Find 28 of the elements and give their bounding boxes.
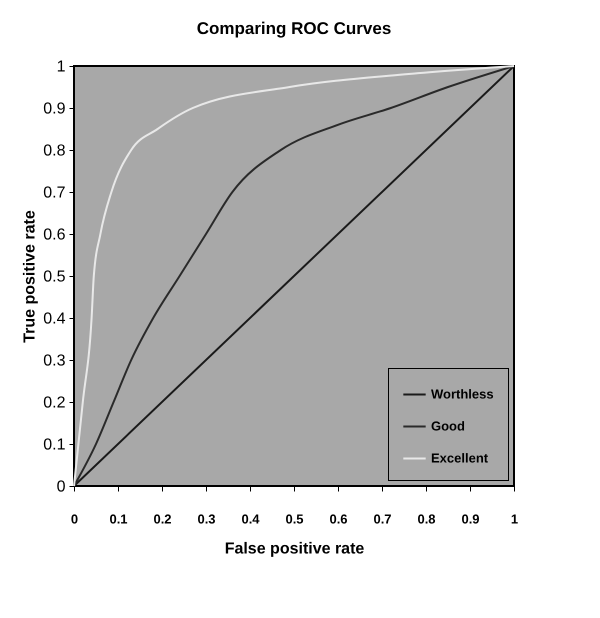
legend-label: Worthless (431, 386, 494, 402)
x-tick-label: 0.6 (329, 512, 348, 526)
y-tick-label: 0.4 (43, 310, 66, 328)
y-tick-label: 0.1 (43, 436, 66, 454)
x-axis-title: False positive rate (224, 540, 364, 558)
x-tick-label: 0.4 (241, 512, 260, 526)
y-axis-title: True positive rate (21, 210, 38, 343)
y-tick-label: 0.8 (43, 142, 66, 160)
x-tick-label: 0.3 (197, 512, 216, 526)
chart-title: Comparing ROC Curves (196, 19, 392, 38)
x-tick-label: 0.2 (153, 512, 172, 526)
x-tick-label: 0.7 (373, 512, 392, 526)
y-tick-label: 1 (56, 58, 66, 76)
y-tick-label: 0.7 (43, 184, 66, 202)
x-tick-label: 0.5 (285, 512, 304, 526)
y-tick-label: 0 (56, 478, 66, 496)
y-tick-label: 0.5 (43, 268, 66, 286)
y-tick-label: 0.3 (43, 352, 66, 370)
x-tick-label: 0.8 (417, 512, 436, 526)
y-tick-label: 0.6 (43, 226, 66, 244)
y-tick-label: 0.9 (43, 100, 66, 118)
x-tick-label: 1 (510, 512, 518, 526)
x-tick-label: 0.1 (109, 512, 128, 526)
legend-label: Excellent (431, 450, 489, 466)
x-tick-label: 0 (70, 512, 78, 526)
x-tick-label: 0.9 (461, 512, 480, 526)
y-tick-label: 0.2 (43, 394, 66, 412)
legend-label: Good (431, 418, 465, 434)
